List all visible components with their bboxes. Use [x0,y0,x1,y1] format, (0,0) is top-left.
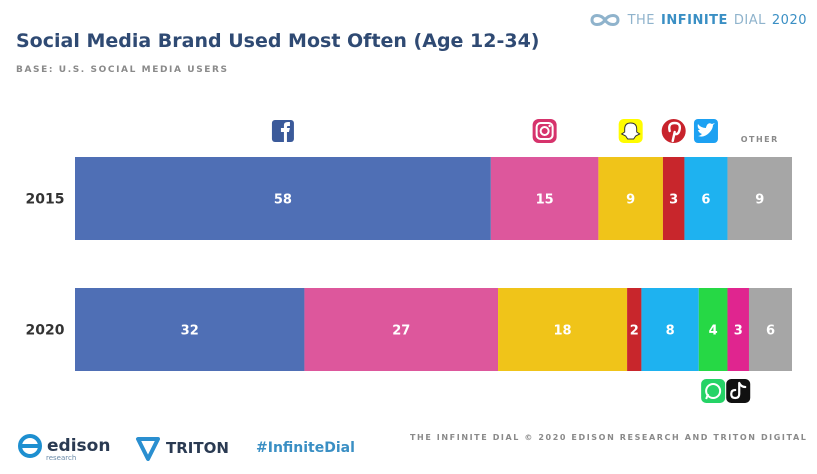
data-label: 27 [392,324,410,339]
triton-mark-icon [136,437,160,461]
triton-name: TRITON [166,439,229,457]
twitter-icon [693,119,718,143]
brand-prefix: THE [627,12,656,28]
category-label: 2015 [26,192,65,208]
brand-year: 2020 [771,12,807,28]
bar-segment-other-2015 [727,157,792,240]
category-label: 2020 [26,323,65,339]
snapchat-icon [618,119,643,143]
brand-suffix: DIAL [733,12,766,28]
data-label: 6 [766,324,775,339]
bar-segment-other-2020 [748,288,792,371]
data-label: 32 [181,324,199,339]
chart-subtitle: BASE: U.S. SOCIAL MEDIA USERS [16,65,229,75]
edison-name: edison [47,435,111,456]
data-label: 9 [626,193,635,208]
data-label: 15 [536,193,554,208]
other-legend-label: OTHER [741,135,779,144]
brand-name: INFINITE [661,12,728,28]
bar-segment-twitter-2015 [684,157,728,240]
bar-segment-twitter-2020 [641,288,699,371]
data-label: 18 [554,324,572,339]
data-label: 9 [755,193,764,208]
bar-segment-snapchat-2015 [598,157,663,240]
chart-title: Social Media Brand Used Most Often (Age … [16,30,540,52]
triton-logo: TRITON [135,435,229,461]
instagram-icon [532,119,557,143]
data-label: 6 [701,193,710,208]
bar-segment-facebook-2020 [75,288,305,371]
edison-logo: edison research [16,432,111,462]
edison-sub: research [46,454,77,462]
bar-segment-pinterest-2015 [662,157,685,240]
bar-segment-facebook-2015 [75,157,491,240]
bar-segment-whatsapp-2020 [698,288,728,371]
bar-segment-instagram-2020 [304,288,499,371]
pinterest-icon [661,119,686,143]
facebook-icon [271,120,294,142]
hashtag-link[interactable]: #InfiniteDial [256,440,355,456]
data-label: 4 [709,324,718,339]
bar-segment-pinterest-2020 [627,288,642,371]
bar-segment-instagram-2015 [490,157,599,240]
data-label: 2 [630,324,639,339]
edison-mark-icon [18,434,42,458]
data-label: 8 [666,324,675,339]
bar-segment-snapchat-2020 [498,288,628,371]
infinity-logo-icon [590,14,620,26]
whatsapp-icon [701,379,726,403]
infinite-dial-brand: THE INFINITE DIAL 2020 [588,12,807,28]
footer-credit: THE INFINITE DIAL © 2020 EDISON RESEARCH… [410,433,808,442]
data-label: 3 [734,324,743,339]
data-label: 58 [274,193,292,208]
bar-segment-tiktok-2020 [727,288,749,371]
data-label: 3 [669,193,678,208]
tiktok-icon [726,379,751,403]
